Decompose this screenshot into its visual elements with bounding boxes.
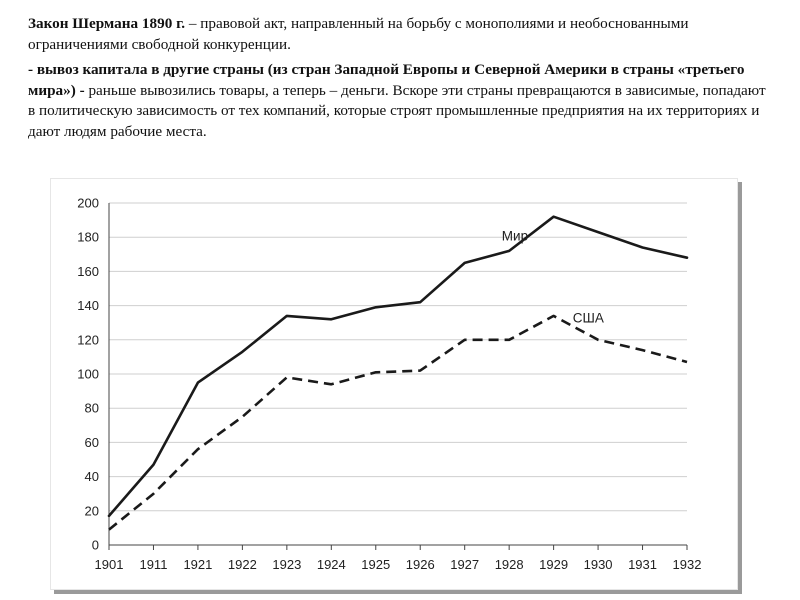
x-tick-label-1925: 1925: [361, 557, 390, 572]
y-tick-label-20: 20: [85, 503, 99, 518]
y-tick-label-100: 100: [77, 367, 99, 382]
y-tick-label-40: 40: [85, 469, 99, 484]
x-tick-label-1911: 1911: [139, 557, 167, 572]
x-tick-label-1901: 1901: [95, 557, 124, 572]
x-tick-label-1922: 1922: [228, 557, 257, 572]
y-tick-label-120: 120: [77, 332, 99, 347]
series-label-usa: США: [573, 311, 604, 326]
y-tick-label-60: 60: [85, 435, 99, 450]
x-tick-label-1932: 1932: [673, 557, 702, 572]
text-block: Закон Шермана 1890 г. – правовой акт, на…: [28, 14, 768, 147]
x-tick-label-1929: 1929: [539, 557, 568, 572]
x-tick-label-1923: 1923: [272, 557, 301, 572]
labels: 0 20 40 60 80 100 120 140 160 180 200 1901 1911 1921 1…: [77, 196, 701, 573]
series-line-usa: [108, 314, 688, 531]
gridlines: [109, 202, 687, 546]
line-chart: 0 20 40 60 80 100 120 140 160 180 200 1901 1911 1921 1…: [77, 196, 701, 573]
x-tick-label-1926: 1926: [406, 557, 435, 572]
paragraph-sherman-act: Закон Шермана 1890 г. – правовой акт, на…: [28, 14, 768, 55]
sherman-act-text: – правовой акт, направленный на борьбу с…: [28, 15, 689, 53]
capital-export-text: раньше вывозились товары, а теперь – ден…: [28, 81, 766, 140]
y-tick-label-0: 0: [92, 538, 99, 553]
sherman-act-heading: Закон Шермана 1890 г.: [28, 15, 186, 32]
x-tick-label-1931: 1931: [628, 557, 657, 572]
y-tick-label-140: 140: [77, 298, 99, 313]
y-tick-label-80: 80: [85, 401, 99, 416]
series-line-world: [107, 215, 689, 518]
axes: [108, 203, 688, 550]
capital-export-heading: - вывоз капитала в другие страны (из стр…: [28, 61, 745, 99]
y-tick-label-160: 160: [77, 264, 99, 279]
x-tick-label-1924: 1924: [317, 557, 346, 572]
paragraph-capital-export: - вывоз капитала в другие страны (из стр…: [28, 60, 768, 142]
chart-frame: 0 20 40 60 80 100 120 140 160 180 200 1901 1911 1921 1…: [50, 178, 738, 590]
x-tick-label-1930: 1930: [584, 557, 613, 572]
y-tick-label-180: 180: [77, 230, 99, 245]
y-tick-label-200: 200: [77, 196, 99, 211]
x-tick-label-1928: 1928: [495, 557, 524, 572]
series-label-world: Мир: [502, 229, 528, 244]
x-tick-label-1927: 1927: [450, 557, 479, 572]
x-tick-label-1921: 1921: [183, 557, 212, 572]
series-lines: [107, 215, 689, 531]
